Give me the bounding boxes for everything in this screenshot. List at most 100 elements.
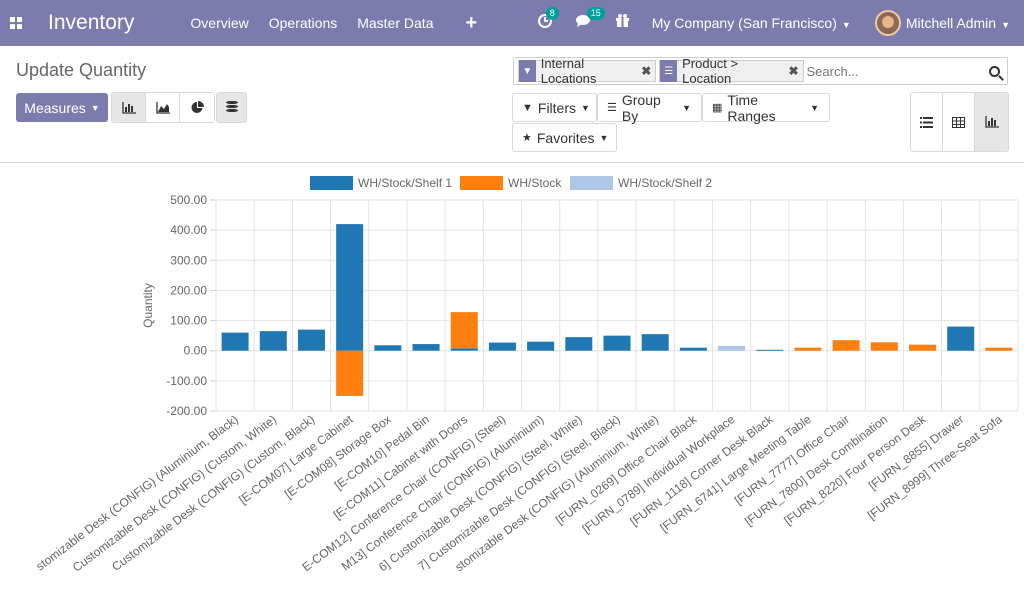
chart-legend: WH/Stock/Shelf 1 WH/Stock WH/Stock/Shelf 2 xyxy=(310,176,712,190)
legend-swatch xyxy=(570,176,613,190)
time-ranges-label: Time Ranges xyxy=(727,91,776,124)
y-tick-label: -200.00 xyxy=(166,404,207,418)
bar xyxy=(412,344,440,351)
stacked-toggle-button[interactable] xyxy=(216,92,247,123)
y-tick-label: 100.00 xyxy=(170,314,207,328)
bar xyxy=(336,224,364,351)
y-tick-label: 200.00 xyxy=(170,283,207,297)
y-tick-label: 500.00 xyxy=(170,193,207,207)
menu-operations[interactable]: Operations xyxy=(268,15,338,31)
bar xyxy=(870,342,898,351)
legend-swatch xyxy=(310,176,353,190)
chevron-down-icon: ▼ xyxy=(90,102,100,113)
time-ranges-button[interactable]: ▦ Time Ranges ▼ xyxy=(702,91,830,124)
bar xyxy=(450,312,478,349)
bar xyxy=(221,332,249,351)
filter-icon: ▼ xyxy=(522,101,533,114)
pie-chart-icon[interactable] xyxy=(180,93,214,122)
search-input[interactable] xyxy=(806,60,983,82)
facet-filter-label: Internal Locations xyxy=(540,56,597,86)
bar xyxy=(679,347,707,351)
legend-label: WH/Stock/Shelf 1 xyxy=(358,176,452,190)
facet-group-by-label: Product > Location xyxy=(682,56,739,86)
chevron-down-icon: ▼ xyxy=(581,102,590,113)
chevron-down-icon: ▼ xyxy=(841,20,851,30)
gift-icon[interactable] xyxy=(615,13,630,33)
chevron-down-icon: ▼ xyxy=(599,132,609,143)
favorites-label: Favorites xyxy=(536,129,595,146)
remove-facet-icon[interactable]: ✖ xyxy=(641,64,652,78)
chevron-down-icon: ▼ xyxy=(810,102,819,113)
y-tick-label: -100.00 xyxy=(166,374,207,388)
bar xyxy=(374,345,402,351)
y-tick-label: 300.00 xyxy=(170,253,207,267)
app-name[interactable]: Inventory xyxy=(48,11,135,34)
bar xyxy=(603,335,631,351)
calendar-icon: ▦ xyxy=(712,102,723,114)
activity-clock-icon[interactable]: 8 xyxy=(537,6,559,34)
measures-button[interactable]: Measures ▼ xyxy=(16,93,108,122)
bar xyxy=(756,349,784,351)
chevron-down-icon: ▼ xyxy=(1001,20,1010,30)
bar xyxy=(259,331,287,351)
stacked-bar-chart: 500.00 400.00 300.00 200.00 100.00 0.00 -100.0… xyxy=(33,176,1019,575)
bar xyxy=(527,341,555,351)
top-navbar: Inventory Overview Operations Master Dat… xyxy=(0,0,1024,46)
chevron-down-icon: ▼ xyxy=(682,102,691,113)
control-panel: Update Quantity Measures ▼ ▼ Internal Loc… xyxy=(0,46,1024,163)
bar xyxy=(794,347,822,351)
search-icon[interactable] xyxy=(983,65,1008,77)
view-switcher xyxy=(910,92,1009,152)
menu-master-data[interactable]: Master Data xyxy=(357,15,434,31)
activity-badge: 8 xyxy=(545,6,559,20)
user-name: Mitchell Admin xyxy=(905,15,997,31)
filters-button[interactable]: ▼ Filters ▼ xyxy=(512,93,597,122)
company-switcher[interactable]: My Company (San Francisco) ▼ xyxy=(652,15,851,31)
measures-label: Measures xyxy=(24,99,86,116)
page-title: Update Quantity xyxy=(16,60,147,80)
menu-overview[interactable]: Overview xyxy=(190,15,249,31)
list-view-icon[interactable] xyxy=(911,93,943,151)
group-by-icon: ☰ xyxy=(660,60,678,82)
company-name: My Company (San Francisco) xyxy=(651,15,837,31)
remove-facet-icon[interactable]: ✖ xyxy=(788,64,799,78)
y-tick-label: 400.00 xyxy=(170,223,207,237)
pivot-view-icon[interactable] xyxy=(943,93,975,151)
app-switcher-icon[interactable] xyxy=(0,17,32,29)
favorites-button[interactable]: ★ Favorites ▼ xyxy=(512,123,617,152)
bar-chart-icon[interactable] xyxy=(112,93,146,122)
bar xyxy=(832,340,860,351)
plus-icon[interactable]: + xyxy=(465,11,478,34)
bar xyxy=(336,350,364,396)
legend-label: WH/Stock/Shelf 2 xyxy=(618,176,712,190)
graph-view: 500.00 400.00 300.00 200.00 100.00 0.00 -100.0… xyxy=(0,164,1024,598)
bar xyxy=(718,345,746,351)
bar xyxy=(947,326,975,351)
filters-label: Filters xyxy=(537,99,577,116)
legend-label: WH/Stock xyxy=(508,176,562,190)
bar xyxy=(565,337,593,351)
bar xyxy=(450,348,478,351)
avatar[interactable] xyxy=(874,10,901,36)
line-chart-icon[interactable] xyxy=(146,93,180,122)
facet-filter: ▼ Internal Locations ✖ xyxy=(518,56,657,86)
search-bar: ▼ Internal Locations ✖ ☰ Product > Locat… xyxy=(513,56,1008,86)
legend-swatch xyxy=(460,176,503,190)
bar xyxy=(488,342,516,351)
chart-type-switcher xyxy=(111,92,215,123)
bar xyxy=(297,329,325,351)
bar xyxy=(985,347,1013,351)
bar xyxy=(641,334,669,351)
y-tick-label: 0.00 xyxy=(184,344,208,358)
group-by-icon: ☰ xyxy=(607,102,617,114)
bar xyxy=(909,344,937,351)
facet-group-by: ☰ Product > Location ✖ xyxy=(659,56,804,86)
star-icon: ★ xyxy=(522,132,532,144)
filter-icon: ▼ xyxy=(519,60,536,82)
graph-view-icon[interactable] xyxy=(975,93,1008,151)
user-menu[interactable]: Mitchell Admin ▼ xyxy=(906,15,1010,31)
messages-icon[interactable]: 15 xyxy=(575,6,605,34)
messages-badge: 15 xyxy=(586,6,605,20)
database-icon xyxy=(225,101,238,114)
group-by-button[interactable]: ☰ Group By ▼ xyxy=(597,92,702,124)
